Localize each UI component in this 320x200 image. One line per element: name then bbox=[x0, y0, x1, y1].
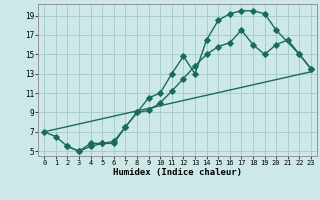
X-axis label: Humidex (Indice chaleur): Humidex (Indice chaleur) bbox=[113, 168, 242, 177]
